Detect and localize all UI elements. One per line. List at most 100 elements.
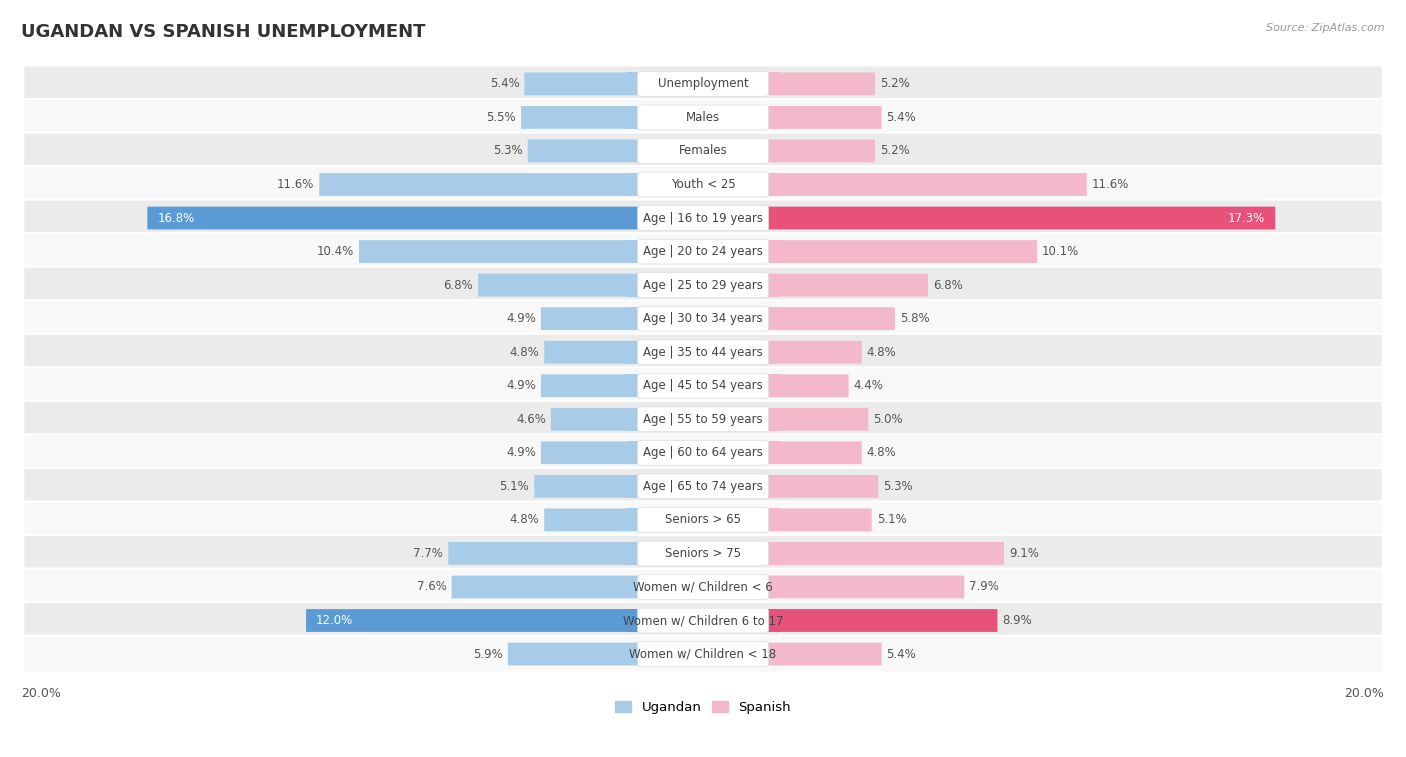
Text: Women w/ Children < 6: Women w/ Children < 6 — [633, 581, 773, 593]
Bar — [626, 207, 640, 229]
Text: 16.8%: 16.8% — [157, 211, 194, 225]
FancyBboxPatch shape — [24, 535, 1382, 572]
Text: Women w/ Children < 18: Women w/ Children < 18 — [630, 647, 776, 661]
FancyBboxPatch shape — [24, 367, 1382, 404]
FancyBboxPatch shape — [766, 307, 894, 330]
FancyBboxPatch shape — [551, 408, 640, 431]
FancyBboxPatch shape — [637, 541, 769, 565]
Text: 17.3%: 17.3% — [1227, 211, 1265, 225]
FancyBboxPatch shape — [637, 71, 769, 96]
FancyBboxPatch shape — [24, 99, 1382, 136]
FancyBboxPatch shape — [24, 636, 1382, 672]
FancyBboxPatch shape — [637, 206, 769, 230]
Text: Women w/ Children 6 to 17: Women w/ Children 6 to 17 — [623, 614, 783, 627]
FancyBboxPatch shape — [541, 441, 640, 464]
FancyBboxPatch shape — [637, 139, 769, 164]
Text: 5.1%: 5.1% — [499, 480, 529, 493]
FancyBboxPatch shape — [766, 240, 1038, 263]
Text: 4.9%: 4.9% — [506, 379, 536, 392]
FancyBboxPatch shape — [544, 341, 640, 363]
Bar — [626, 575, 640, 598]
FancyBboxPatch shape — [637, 340, 769, 365]
Text: 11.6%: 11.6% — [277, 178, 315, 191]
Bar — [766, 207, 780, 229]
Text: 5.4%: 5.4% — [489, 77, 519, 90]
Bar — [766, 609, 780, 632]
Text: Age | 16 to 19 years: Age | 16 to 19 years — [643, 211, 763, 225]
Bar — [766, 509, 780, 531]
Bar — [766, 240, 780, 263]
FancyBboxPatch shape — [766, 341, 862, 363]
FancyBboxPatch shape — [541, 374, 640, 397]
Text: 10.4%: 10.4% — [316, 245, 354, 258]
FancyBboxPatch shape — [24, 65, 1382, 102]
FancyBboxPatch shape — [24, 468, 1382, 505]
FancyBboxPatch shape — [534, 475, 640, 498]
Text: UGANDAN VS SPANISH UNEMPLOYMENT: UGANDAN VS SPANISH UNEMPLOYMENT — [21, 23, 426, 41]
Bar — [626, 408, 640, 431]
FancyBboxPatch shape — [637, 407, 769, 431]
Bar — [626, 509, 640, 531]
FancyBboxPatch shape — [766, 139, 875, 162]
FancyBboxPatch shape — [637, 373, 769, 398]
Text: 5.4%: 5.4% — [887, 111, 917, 124]
Bar — [626, 73, 640, 95]
Bar — [626, 643, 640, 665]
FancyBboxPatch shape — [508, 643, 640, 665]
FancyBboxPatch shape — [766, 643, 882, 665]
Text: Age | 60 to 64 years: Age | 60 to 64 years — [643, 447, 763, 459]
Text: 11.6%: 11.6% — [1091, 178, 1129, 191]
Bar — [766, 173, 780, 196]
Text: 5.0%: 5.0% — [873, 413, 903, 425]
FancyBboxPatch shape — [24, 435, 1382, 472]
FancyBboxPatch shape — [766, 106, 882, 129]
Text: Source: ZipAtlas.com: Source: ZipAtlas.com — [1267, 23, 1385, 33]
Text: 4.8%: 4.8% — [509, 513, 540, 526]
Text: 5.9%: 5.9% — [474, 647, 503, 661]
Text: 5.4%: 5.4% — [887, 647, 917, 661]
Text: 5.5%: 5.5% — [486, 111, 516, 124]
FancyBboxPatch shape — [766, 542, 1004, 565]
Text: 6.8%: 6.8% — [443, 279, 472, 291]
FancyBboxPatch shape — [449, 542, 640, 565]
FancyBboxPatch shape — [766, 475, 879, 498]
FancyBboxPatch shape — [307, 609, 640, 632]
Text: 8.9%: 8.9% — [1002, 614, 1032, 627]
Text: Seniors > 65: Seniors > 65 — [665, 513, 741, 526]
Text: Age | 20 to 24 years: Age | 20 to 24 years — [643, 245, 763, 258]
FancyBboxPatch shape — [24, 266, 1382, 304]
FancyBboxPatch shape — [637, 307, 769, 331]
FancyBboxPatch shape — [522, 106, 640, 129]
FancyBboxPatch shape — [24, 301, 1382, 337]
Bar — [766, 408, 780, 431]
Bar — [766, 139, 780, 162]
Bar — [766, 307, 780, 330]
Bar — [626, 274, 640, 297]
Text: Unemployment: Unemployment — [658, 77, 748, 90]
FancyBboxPatch shape — [24, 166, 1382, 203]
FancyBboxPatch shape — [766, 441, 862, 464]
FancyBboxPatch shape — [451, 575, 640, 598]
Bar — [626, 341, 640, 363]
Bar — [766, 374, 780, 397]
Text: Age | 45 to 54 years: Age | 45 to 54 years — [643, 379, 763, 392]
FancyBboxPatch shape — [24, 233, 1382, 270]
Bar — [766, 341, 780, 363]
Text: Females: Females — [679, 145, 727, 157]
FancyBboxPatch shape — [24, 200, 1382, 236]
FancyBboxPatch shape — [637, 507, 769, 532]
Text: 5.1%: 5.1% — [877, 513, 907, 526]
Bar — [766, 73, 780, 95]
Text: 6.8%: 6.8% — [934, 279, 963, 291]
Text: 7.9%: 7.9% — [969, 581, 1000, 593]
Bar — [626, 173, 640, 196]
Text: 10.1%: 10.1% — [1042, 245, 1080, 258]
FancyBboxPatch shape — [24, 132, 1382, 170]
Bar — [626, 609, 640, 632]
Text: Age | 65 to 74 years: Age | 65 to 74 years — [643, 480, 763, 493]
Text: Males: Males — [686, 111, 720, 124]
FancyBboxPatch shape — [637, 105, 769, 129]
Bar — [626, 475, 640, 498]
Bar — [766, 475, 780, 498]
FancyBboxPatch shape — [637, 239, 769, 264]
